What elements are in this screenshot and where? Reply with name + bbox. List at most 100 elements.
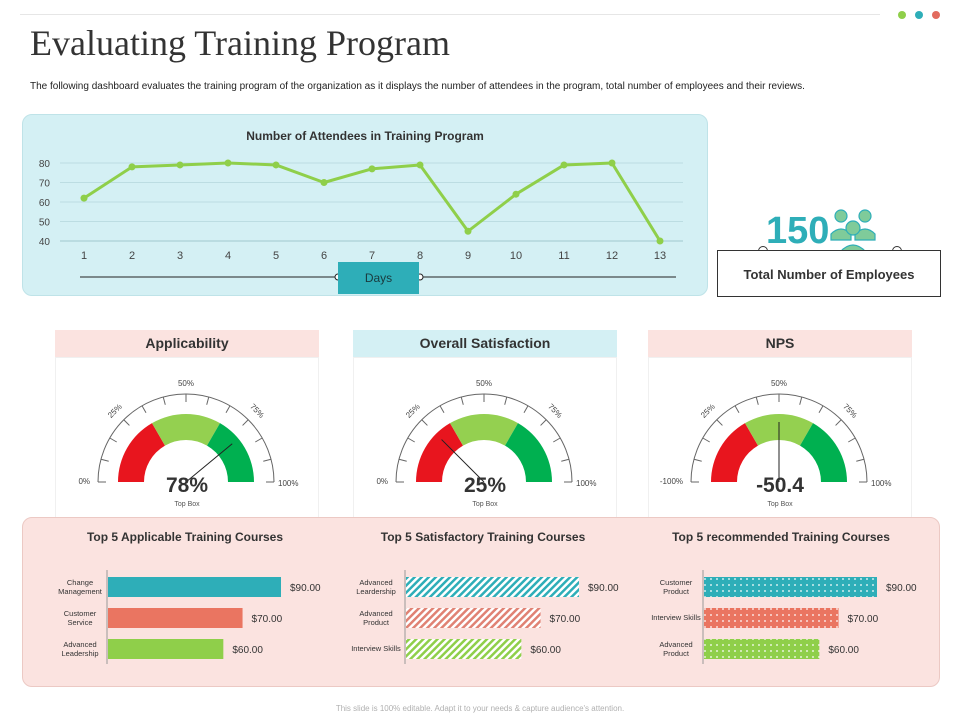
gauge-tick (421, 419, 428, 426)
gauge-label-min: 0% (376, 477, 388, 486)
bar-value-label: $70.00 (252, 614, 283, 625)
gauge-sublabel: Top Box (767, 501, 793, 508)
bar-chart-title: Top 5 Applicable Training Courses (86, 530, 284, 544)
gauge-tick (799, 396, 803, 405)
data-point (224, 159, 232, 167)
bar-category-label: Advanced Product (659, 640, 692, 658)
bar-category-label: Advanced Leadership (61, 640, 98, 658)
data-point (656, 237, 664, 245)
gauge-tick (100, 458, 109, 462)
gauge-value: 78% (165, 474, 209, 497)
data-point (512, 190, 520, 198)
gauge-card-applicability: Applicability 0% 100% 50% 25% 75% 78% Top Bo… (55, 330, 319, 518)
page-title: Evaluating Training Program (30, 23, 450, 63)
bar (406, 608, 541, 628)
y-tick-label: 80 (39, 159, 51, 170)
gauge-tick (162, 396, 166, 405)
gauge-tick (225, 405, 231, 413)
gauge-tick (242, 419, 249, 426)
x-tick-label: 5 (273, 250, 279, 262)
gauge-title: Overall Satisfaction (353, 330, 617, 357)
gauge-title: NPS (648, 330, 912, 357)
accent-dot (898, 11, 906, 19)
bar-value-label: $60.00 (232, 645, 263, 656)
bar-category-label: Interview Skills (651, 613, 701, 622)
gauge-tick (123, 419, 130, 426)
gauge-band (207, 423, 254, 482)
bar (108, 608, 243, 628)
x-tick-label: 12 (606, 250, 618, 262)
gauge-dial: 0% 100%50%25% 75% (78, 379, 298, 488)
x-tick-label: 4 (225, 250, 231, 262)
data-point (80, 194, 88, 202)
bar (108, 577, 281, 597)
gauge-tick (407, 437, 415, 443)
header-divider (20, 14, 880, 15)
gauge-tick (540, 419, 547, 426)
gauge-band (152, 414, 220, 446)
accent-dot (932, 11, 940, 19)
gauge-tick (693, 458, 702, 462)
data-point (464, 227, 472, 235)
data-point (272, 161, 280, 169)
bar-chart-title: Top 5 Satisfactory Training Courses (380, 530, 586, 544)
data-point (416, 161, 424, 169)
bar-category-label: Change Management (58, 578, 103, 596)
gauge-tick (255, 437, 263, 443)
gauge-tick (702, 437, 710, 443)
bar (704, 577, 877, 597)
bar-value-label: $90.00 (886, 583, 917, 594)
gauge-tick (818, 405, 824, 413)
gauge-value: 25% (463, 474, 507, 497)
gauge-tick (835, 419, 842, 426)
gauge-label-mid: 50% (178, 379, 194, 388)
gauge-title: Applicability (55, 330, 319, 357)
bar (704, 608, 839, 628)
y-tick-label: 50 (39, 218, 51, 229)
footer-note: This slide is 100% editable. Adapt it to… (335, 704, 625, 713)
bar-value-label: $90.00 (290, 583, 321, 594)
gauge-tick (263, 458, 272, 462)
bar-category-label: Advanced Product (359, 609, 392, 627)
gauge-tick (439, 405, 445, 413)
x-tick-label: 3 (177, 250, 183, 262)
gauge-tick (856, 458, 865, 462)
gauge-label-min: 0% (78, 477, 90, 486)
gauge-band (416, 423, 463, 482)
gauge-tick (716, 419, 723, 426)
employee-count: 150 (766, 210, 830, 252)
gauge-tick (848, 437, 856, 443)
bar-category-label: Interview Skills (351, 644, 401, 653)
accent-dot (915, 11, 923, 19)
gauge-needle (441, 439, 485, 483)
x-tick-label: 6 (321, 250, 327, 262)
bar-category-label: Customer Service (64, 609, 97, 627)
bar-value-label: $60.00 (828, 645, 859, 656)
gauge-band (450, 414, 518, 446)
bar-category-label: Advanced Leardership (356, 578, 396, 596)
bar-value-label: $70.00 (848, 614, 879, 625)
gauge-band (711, 423, 758, 482)
data-point (608, 159, 616, 167)
bar (704, 639, 820, 659)
gauge-dial: -100% 100%50%25% 75% (660, 379, 892, 488)
data-point (368, 165, 376, 173)
gauge-tick (206, 396, 210, 405)
gauge-value: -50.4 (756, 474, 804, 497)
bar-category-label: Customer Product (660, 578, 693, 596)
gauge-dial: 0% 100%50%25% 75% (376, 379, 596, 488)
x-tick-label: 13 (654, 250, 666, 262)
x-tick-label: 8 (417, 250, 423, 262)
y-tick-label: 70 (39, 179, 51, 190)
x-tick-label: 2 (129, 250, 135, 262)
gauge-band (118, 423, 165, 482)
gauge-tick (109, 437, 117, 443)
gauge-tick (553, 437, 561, 443)
gauge-label-max: 100% (871, 479, 891, 488)
gauge-tick (755, 396, 759, 405)
bar-chart-title: Top 5 recommended Training Courses (672, 530, 890, 544)
gauge-tick (398, 458, 407, 462)
bar (108, 639, 224, 659)
